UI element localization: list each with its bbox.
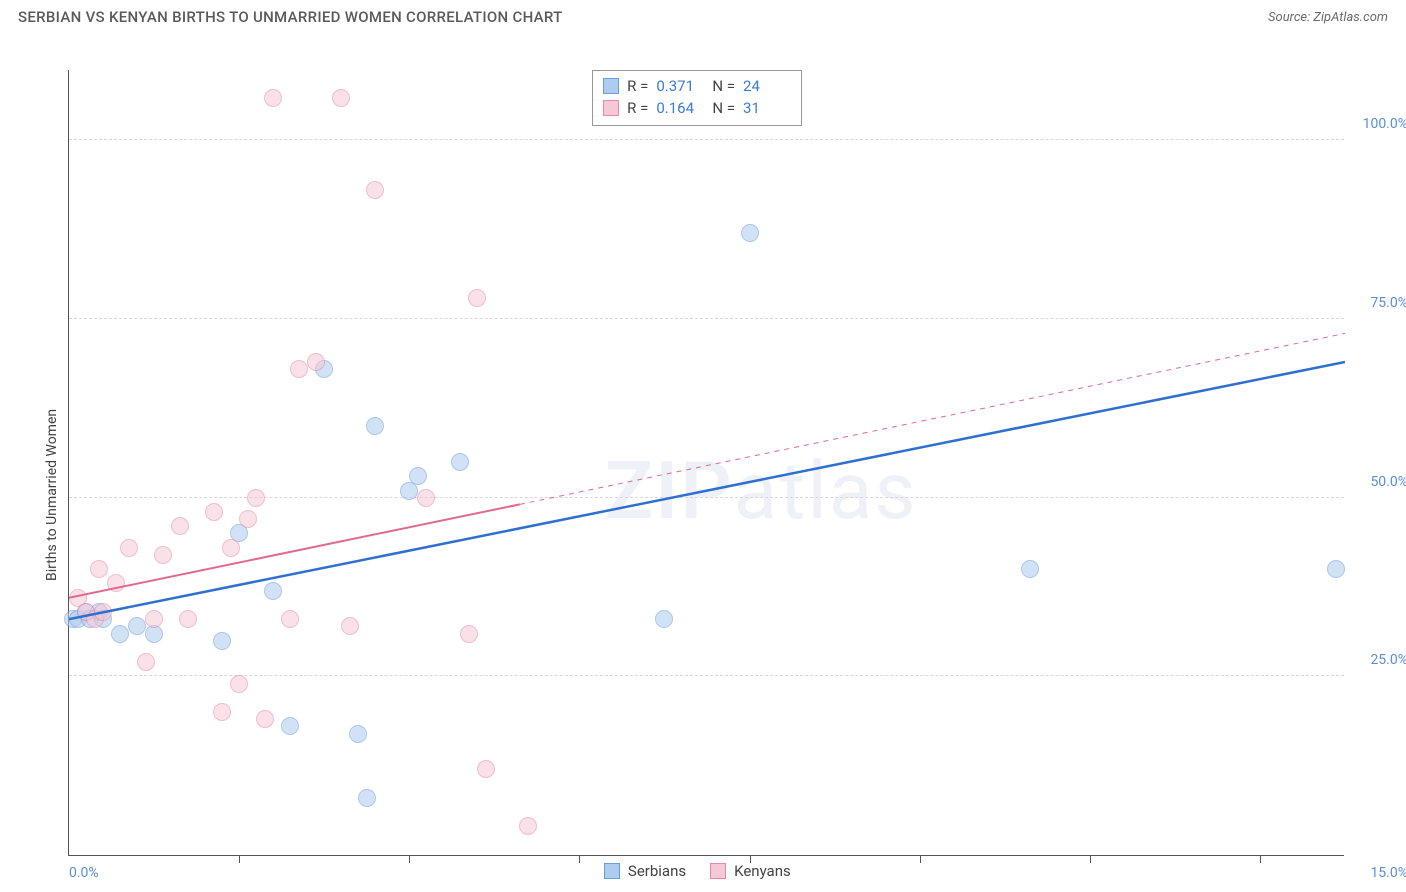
x-tick [409, 855, 410, 863]
legend-swatch [710, 863, 726, 879]
x-tick [239, 855, 240, 863]
data-point [137, 653, 155, 671]
x-tick [1090, 855, 1091, 863]
gridline [69, 139, 1344, 140]
y-tick-label: 25.0% [1370, 652, 1406, 668]
data-point [477, 760, 495, 778]
x-tick [1260, 855, 1261, 863]
data-point [281, 610, 299, 628]
data-point [264, 582, 282, 600]
chart-title: SERBIAN VS KENYAN BIRTHS TO UNMARRIED WO… [18, 8, 563, 26]
data-point [154, 546, 172, 564]
data-point [171, 517, 189, 535]
data-point [247, 489, 265, 507]
data-point [460, 625, 478, 643]
stat-n-label: N = [712, 99, 735, 117]
data-point [120, 539, 138, 557]
legend-label: Kenyans [734, 862, 791, 880]
legend-swatch [604, 863, 620, 879]
data-point [264, 89, 282, 107]
stat-r-value: 0.164 [656, 99, 704, 117]
data-point [94, 603, 112, 621]
stats-swatch [603, 78, 619, 94]
stat-n-value: 24 [743, 77, 791, 95]
data-point [468, 289, 486, 307]
data-point [290, 360, 308, 378]
data-point [230, 675, 248, 693]
stats-box: R = 0.371 N = 24 R = 0.164 N = 31 [592, 70, 802, 126]
stat-r-label: R = [627, 99, 648, 117]
stat-n-value: 31 [743, 99, 791, 117]
data-point [281, 717, 299, 735]
legend-label: Serbians [628, 862, 686, 880]
data-point [179, 610, 197, 628]
data-point [1327, 560, 1345, 578]
data-point [451, 453, 469, 471]
data-point [145, 610, 163, 628]
data-point [341, 617, 359, 635]
x-start-label: 0.0% [69, 865, 99, 881]
data-point [256, 710, 274, 728]
stats-row: R = 0.371 N = 24 [603, 75, 791, 97]
x-tick [579, 855, 580, 863]
plot-area: ZIPatlas 25.0%50.0%75.0%100.0%0.0%15.0%R… [68, 70, 1344, 856]
data-point [307, 353, 325, 371]
data-point [366, 181, 384, 199]
data-point [1021, 560, 1039, 578]
data-point [741, 224, 759, 242]
y-tick-label: 75.0% [1370, 295, 1406, 311]
data-point [111, 625, 129, 643]
data-point [366, 417, 384, 435]
stat-n-label: N = [712, 77, 735, 95]
data-point [409, 467, 427, 485]
gridline [69, 675, 1344, 676]
chart-header: SERBIAN VS KENYAN BIRTHS TO UNMARRIED WO… [0, 0, 1406, 30]
data-point [213, 632, 231, 650]
data-point [213, 703, 231, 721]
legend: Serbians Kenyans [604, 862, 791, 880]
trend-lines [69, 69, 1345, 855]
data-point [128, 617, 146, 635]
stat-r-value: 0.371 [656, 77, 704, 95]
stat-r-label: R = [627, 77, 648, 95]
data-point [358, 789, 376, 807]
data-point [205, 503, 223, 521]
legend-item: Kenyans [710, 862, 791, 880]
data-point [349, 725, 367, 743]
stats-swatch [603, 100, 619, 116]
stats-row: R = 0.164 N = 31 [603, 97, 791, 119]
y-axis-label: Births to Unmarried Women [44, 409, 60, 581]
x-end-label: 15.0% [1370, 865, 1406, 881]
x-tick [920, 855, 921, 863]
data-point [222, 539, 240, 557]
data-point [655, 610, 673, 628]
chart-source: Source: ZipAtlas.com [1268, 10, 1388, 25]
data-point [107, 574, 125, 592]
y-tick-label: 50.0% [1370, 474, 1406, 490]
legend-item: Serbians [604, 862, 686, 880]
gridline [69, 318, 1344, 319]
data-point [519, 817, 537, 835]
data-point [332, 89, 350, 107]
data-point [417, 489, 435, 507]
data-point [239, 510, 257, 528]
watermark: ZIPatlas [605, 444, 918, 538]
data-point [90, 560, 108, 578]
y-tick-label: 100.0% [1363, 116, 1406, 132]
